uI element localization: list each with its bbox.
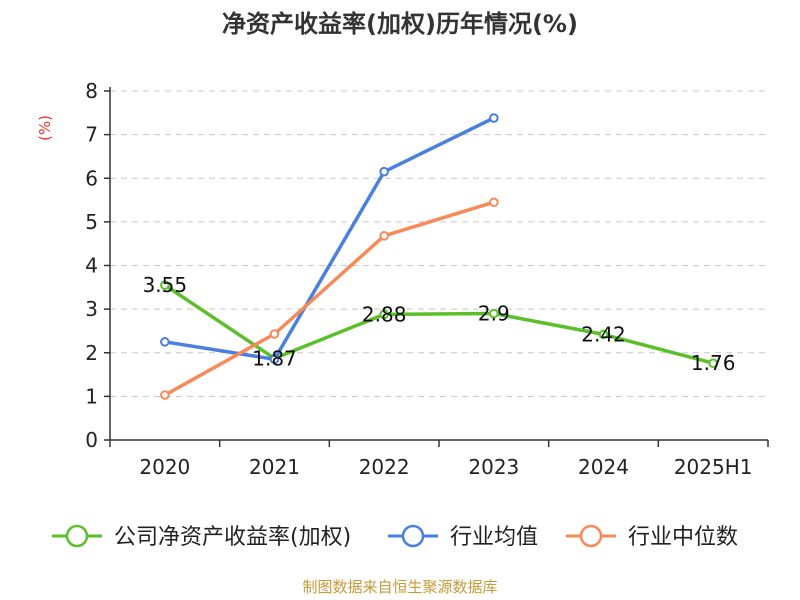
data-point <box>160 337 170 347</box>
data-point <box>379 231 389 241</box>
source-note: 制图数据来自恒生聚源数据库 <box>302 578 497 596</box>
data-point <box>489 308 499 319</box>
series-line-1 <box>163 116 496 362</box>
y-tick-label: 3 <box>85 297 98 321</box>
x-tick-label: 2021 <box>249 455 300 479</box>
data-label: 2.9 <box>478 301 510 325</box>
data-label: 1.76 <box>691 351 736 375</box>
y-tick-label: 4 <box>85 254 98 278</box>
data-label: 3.55 <box>143 273 188 297</box>
y-tick-label: 5 <box>85 210 98 234</box>
y-axis-label: (%) <box>36 115 54 141</box>
series-lines <box>160 113 718 400</box>
data-point <box>489 113 499 123</box>
y-tick-label: 7 <box>85 123 98 147</box>
data-point <box>379 166 389 177</box>
data-point <box>379 309 389 320</box>
legend-marker <box>579 524 603 548</box>
data-point <box>269 354 280 365</box>
data-point <box>598 329 609 340</box>
data-point <box>160 390 170 400</box>
legend-label: 行业中位数 <box>628 525 738 550</box>
y-tick-label: 1 <box>85 384 98 408</box>
data-point <box>489 197 499 208</box>
series-line-0 <box>163 283 715 365</box>
data-point <box>269 329 280 339</box>
y-tick-label: 0 <box>85 428 98 452</box>
x-tick-label: 2023 <box>468 455 519 479</box>
x-tick-label: 2022 <box>359 455 410 479</box>
data-point <box>160 280 170 290</box>
legend-marker <box>65 524 89 548</box>
y-tick-label: 2 <box>85 341 98 365</box>
data-point <box>708 358 718 369</box>
axes: 0 1 2 3 4 5 6 7 8 2020 2021 2022 2023 2024 2025H1 <box>85 79 769 479</box>
series-line-2 <box>163 200 496 397</box>
data-label: 2.42 <box>581 322 626 346</box>
legend-label: 行业均值 <box>450 525 538 550</box>
data-label: 2.88 <box>362 302 407 326</box>
y-tick-label: 8 <box>85 79 98 103</box>
legend: 公司净资产收益率(加权) 行业均值 行业中位数 <box>52 524 738 550</box>
legend-label: 公司净资产收益率(加权) <box>114 525 351 550</box>
x-tick-label: 2025H1 <box>674 455 753 479</box>
legend-marker <box>401 524 425 548</box>
x-tick-label: 2024 <box>578 455 629 479</box>
x-tick-label: 2020 <box>139 455 190 479</box>
data-labels: 3.55 1.87 2.88 2.9 2.42 1.76 <box>143 273 736 375</box>
data-label: 1.87 <box>252 346 297 370</box>
y-tick-label: 6 <box>85 166 98 190</box>
chart-title: 净资产收益率(加权)历年情况(%) <box>222 10 578 38</box>
